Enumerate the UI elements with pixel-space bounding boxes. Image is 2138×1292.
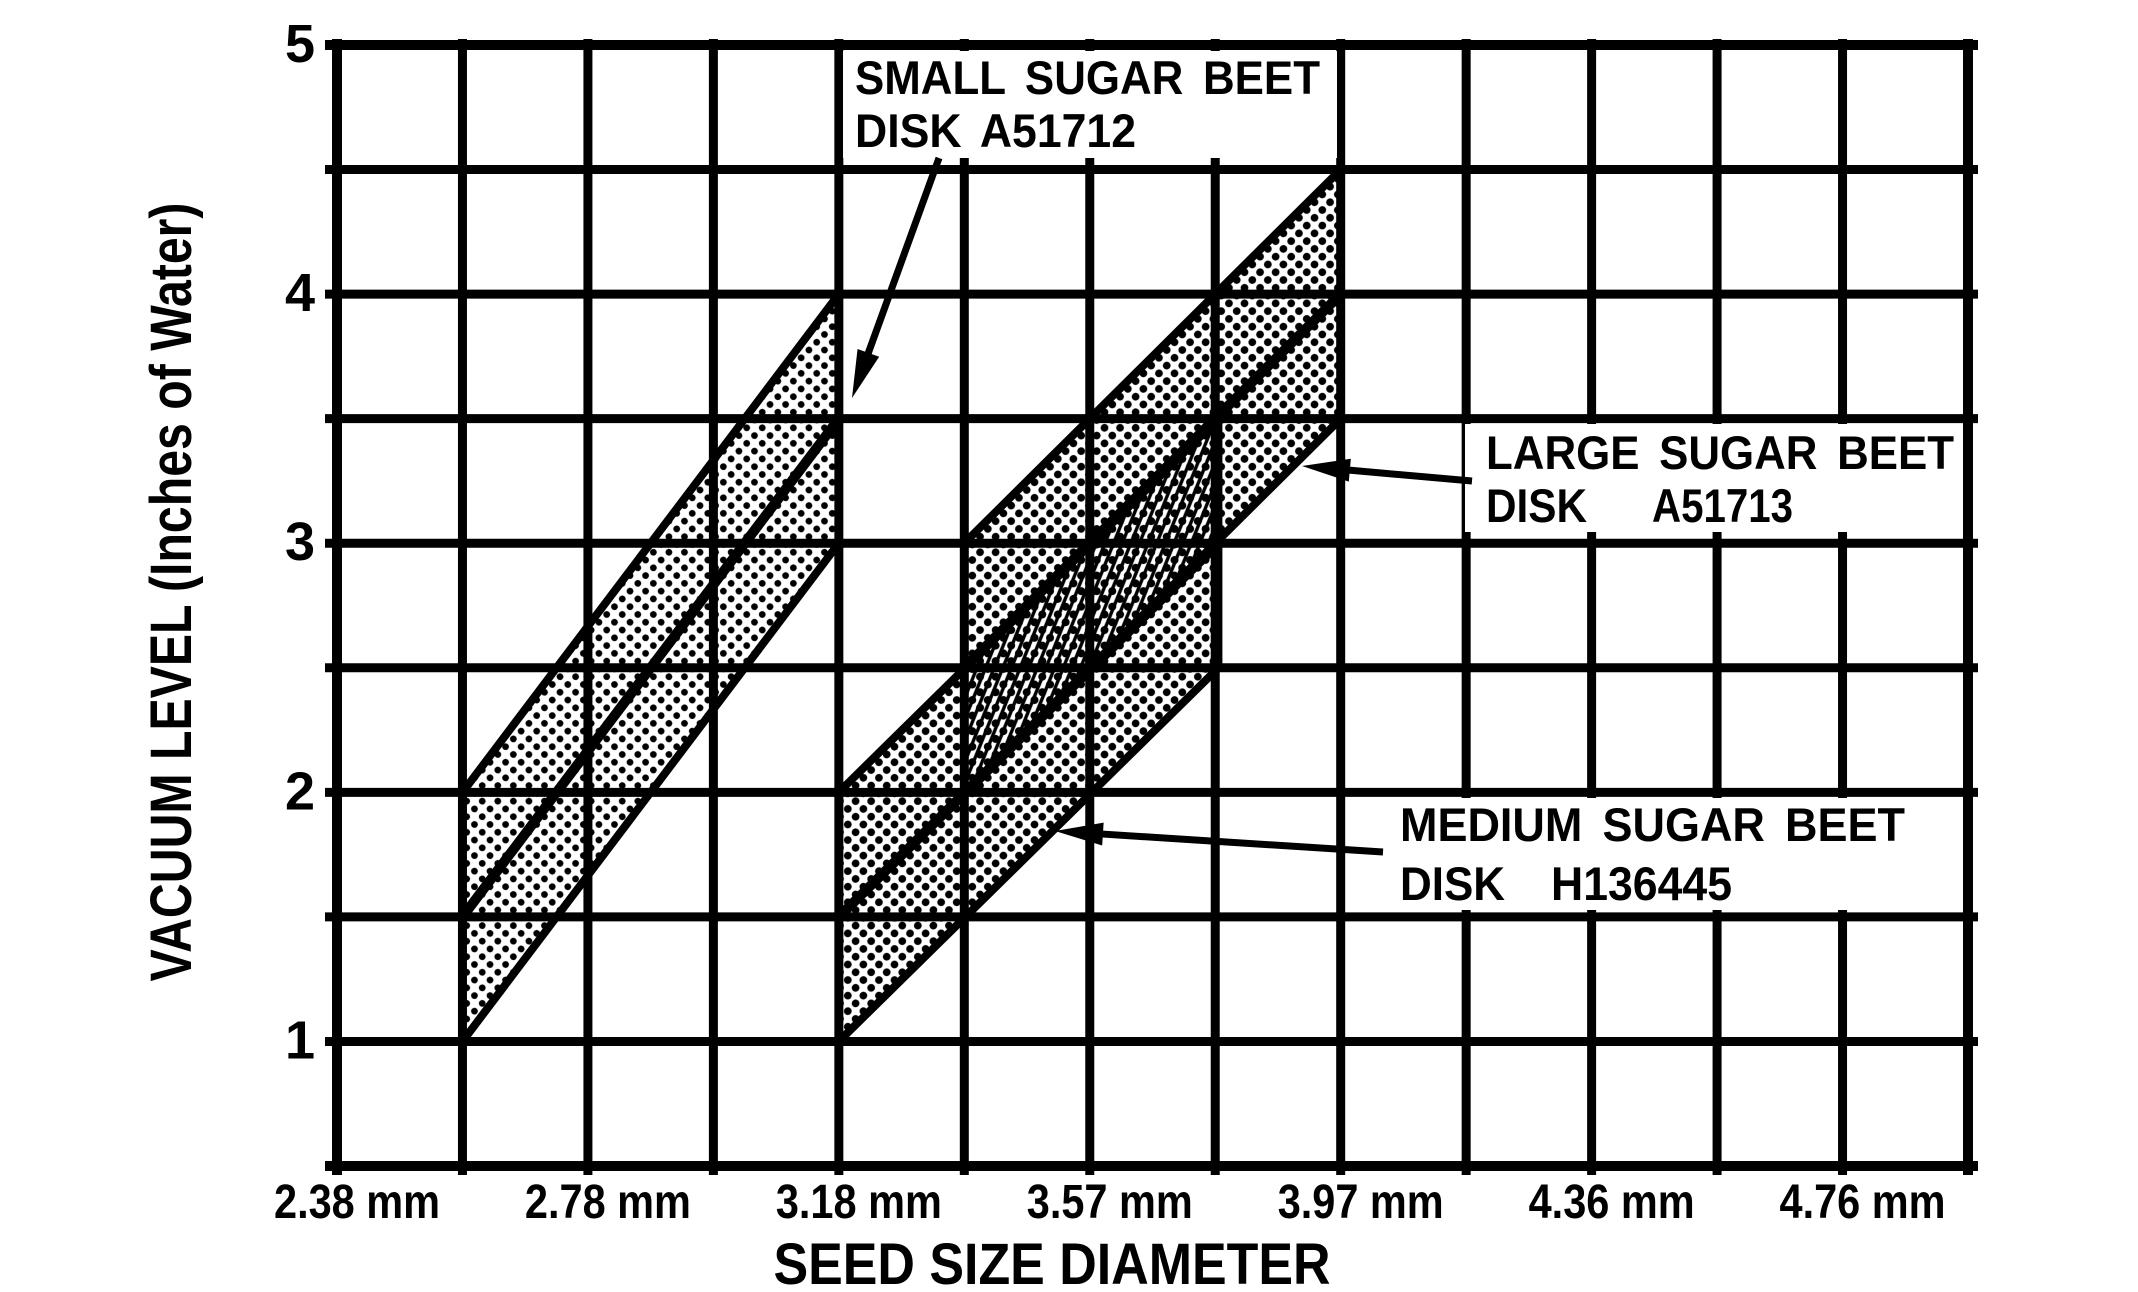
label-text-medium-label: H136445 — [1551, 857, 1732, 910]
y-tick-label: 1 — [285, 1010, 315, 1070]
band-outline-small — [458, 282, 843, 1054]
y-tick-label: 2 — [285, 761, 315, 821]
disk-range-bands — [458, 159, 1345, 1054]
band-overlap-medium-large-overlap — [964, 418, 1219, 793]
arrow-head-medium-label — [1055, 822, 1104, 846]
label-text-large-label: DISK — [1486, 479, 1587, 532]
x-tick-label: 3.97 mm — [1278, 1176, 1444, 1229]
label-box-large-label — [1465, 424, 1960, 532]
label-text-small-label: DISK A51712 — [855, 104, 1136, 157]
x-tick-label: 2.38 mm — [274, 1176, 440, 1229]
label-text-medium-label: MEDIUM SUGAR BEET — [1400, 798, 1905, 851]
band-midline-large — [960, 290, 1345, 672]
x-axis-title: SEED SIZE DIAMETER — [774, 1232, 1331, 1292]
label-text-small-label: SMALL SUGAR BEET — [855, 51, 1320, 104]
arrow-shaft-medium-label — [1100, 830, 1384, 856]
x-tick-label: 3.18 mm — [776, 1176, 942, 1229]
x-tick-label: 4.36 mm — [1529, 1176, 1695, 1229]
x-tick-label: 4.76 mm — [1780, 1176, 1946, 1229]
y-tick-label: 3 — [285, 512, 315, 572]
y-tick-label: 5 — [285, 14, 315, 74]
axes: 2.38 mm 2.78 mm 3.18 mm 3.57 mm 3.97 mm 4.36 … — [139, 14, 1946, 1292]
label-text-large-label: LARGE SUGAR BEET — [1486, 426, 1954, 479]
arrow-shaft-small-label — [864, 156, 943, 356]
band-midline-small — [458, 415, 843, 920]
label-box-medium-label — [1383, 798, 1958, 910]
label-text-large-label: A51713 — [1652, 479, 1793, 532]
label-box-small-label — [843, 51, 1337, 158]
arrow-head-small-label — [852, 348, 880, 398]
arrow-shaft-large-label — [1347, 466, 1473, 485]
x-tick-label: 3.57 mm — [1027, 1176, 1193, 1229]
band-outline-large — [960, 159, 1345, 802]
plot-grid — [325, 39, 1978, 1175]
y-tick-label: 4 — [285, 263, 315, 323]
arrow-head-large-label — [1302, 458, 1351, 482]
x-tick-label: 2.78 mm — [525, 1176, 691, 1229]
y-axis-title: VACUUM LEVEL (Inches of Water) — [139, 203, 204, 982]
label-text-medium-label: DISK — [1400, 857, 1505, 910]
